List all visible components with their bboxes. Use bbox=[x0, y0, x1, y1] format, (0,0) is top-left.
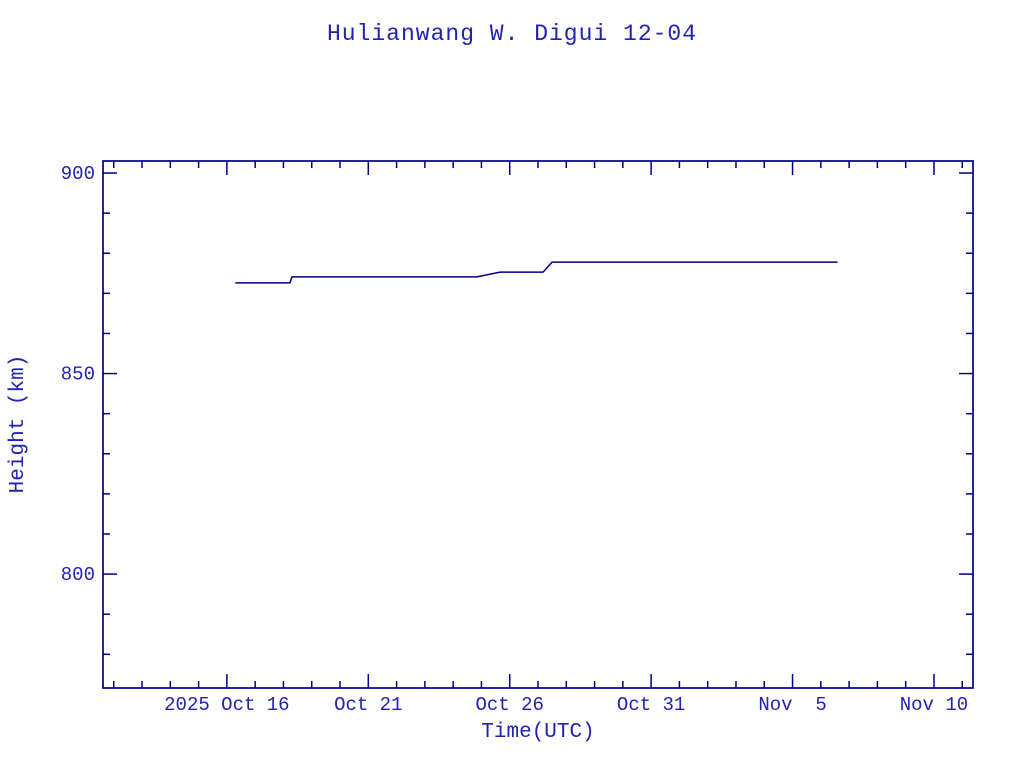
series-layer bbox=[235, 261, 838, 284]
x-tick-label: 2025 Oct 16 bbox=[164, 694, 289, 716]
x-tick-label: Oct 21 bbox=[334, 694, 402, 716]
y-tick-label: 900 bbox=[61, 163, 95, 185]
y-axis-label: Height (km) bbox=[7, 355, 30, 494]
y-tick-label: 800 bbox=[61, 564, 95, 586]
x-tick-label: Oct 26 bbox=[476, 694, 544, 716]
x-tick-label: Nov 5 bbox=[758, 694, 826, 716]
page-title: Hulianwang W. Digui 12-04 bbox=[327, 21, 697, 47]
labels-layer: Time(UTC) Height (km) bbox=[7, 355, 595, 744]
series-line-orbit-height bbox=[235, 261, 838, 284]
y-tick-label: 850 bbox=[61, 364, 95, 386]
x-tick-label: Nov 10 bbox=[900, 694, 968, 716]
x-tick-label: Oct 31 bbox=[617, 694, 685, 716]
x-axis-label: Time(UTC) bbox=[481, 721, 594, 744]
plot-box bbox=[102, 160, 974, 689]
axes-layer: 2025 Oct 16 Oct 21 Oct 26 Oct 31 Nov 5 Nov 10… bbox=[61, 160, 974, 716]
